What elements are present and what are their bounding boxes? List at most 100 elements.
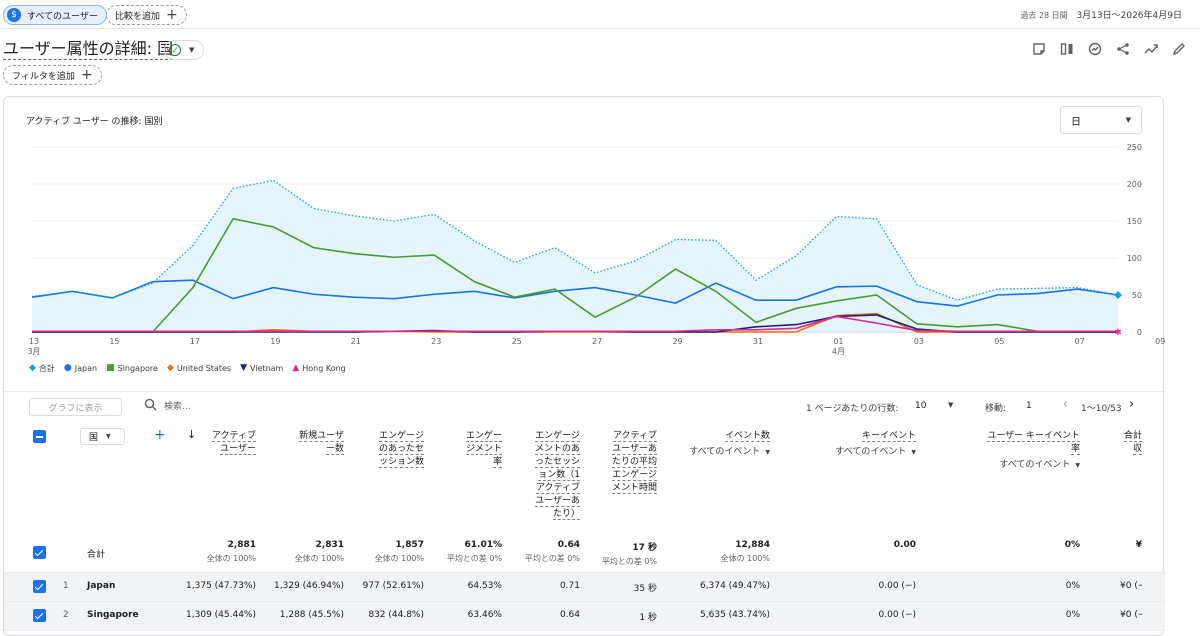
row-country-label[interactable]: Singapore xyxy=(87,610,139,620)
column-header-text: 率 xyxy=(1070,444,1080,455)
column-header[interactable]: キーイベント xyxy=(806,430,916,443)
column-header-text: ユーザー xyxy=(220,444,256,455)
date-range-picker[interactable]: 過去 28 日間 3月13日〜2026年4月9日 xyxy=(1020,8,1182,21)
page-title[interactable]: ユーザー属性の詳細: 国 xyxy=(3,39,174,60)
table-row[interactable] xyxy=(4,573,1165,601)
chart-title: アクティブ ユーザー の推移: 国別 xyxy=(26,117,163,127)
table-cell: 1 秒 xyxy=(639,613,657,623)
note-icon[interactable] xyxy=(1030,40,1048,58)
column-header-text: キーイベント xyxy=(861,431,916,442)
divider xyxy=(0,28,1200,29)
total-subvalue: 全体の 100% xyxy=(294,554,344,563)
compare-columns-icon[interactable] xyxy=(1058,40,1076,58)
total-value: 1,857 xyxy=(395,540,424,550)
series-line-hong-kong xyxy=(32,315,1118,333)
divider xyxy=(4,572,1165,573)
event-filter-dropdown[interactable]: すべてのイベント ▼ xyxy=(806,444,916,457)
check-circle-icon: ✓ xyxy=(169,44,181,56)
total-cell: 1,857 全体の 100% xyxy=(304,540,424,564)
caret-down-icon[interactable]: ▼ xyxy=(948,401,954,409)
legend-item[interactable]: ■ Singapore xyxy=(106,363,158,374)
select-all-checkbox[interactable] xyxy=(33,430,46,443)
chart-legend: ◆ 合計 ● Japan ■ Singapore ◆ United States ▼ Vietna… xyxy=(29,363,346,374)
column-header-text: メントのあ xyxy=(534,444,580,455)
row-checkbox[interactable] xyxy=(33,609,46,622)
row-country-label[interactable]: Japan xyxy=(87,581,116,591)
segment-chip[interactable]: $ すべてのユーザー xyxy=(3,5,107,25)
total-cell: 2,881 全体の 100% xyxy=(136,540,256,564)
rows-per-page-label: 1 ページあたりの行数: xyxy=(806,404,899,414)
legend-label: Hong Kong xyxy=(302,364,346,373)
total-subvalue: 全体の 100% xyxy=(206,554,256,563)
caret-down-icon: ▼ xyxy=(189,46,195,54)
caret-down-icon: ▼ xyxy=(1075,462,1080,469)
x-tick-label: 31 xyxy=(753,337,763,346)
column-header[interactable]: エンゲージ のあったセ ッション数 xyxy=(314,430,424,469)
event-filter-dropdown[interactable]: すべてのイベント ▼ xyxy=(660,444,770,457)
add-dimension-button[interactable]: + xyxy=(154,427,166,443)
column-header-text: 合計収 xyxy=(1123,431,1142,455)
share-icon[interactable] xyxy=(1114,40,1132,58)
total-cell: 0% xyxy=(960,540,1080,550)
row-checkbox[interactable] xyxy=(33,546,46,559)
edit-pencil-icon[interactable] xyxy=(1170,40,1188,58)
legend-item[interactable]: ▲ Hong Kong xyxy=(292,363,345,374)
trend-icon[interactable] xyxy=(1142,40,1160,58)
add-filter-button[interactable]: フィルタを追加 + xyxy=(3,65,102,85)
column-header-text: ユーザーあ xyxy=(612,444,657,455)
plus-icon: + xyxy=(80,67,93,83)
column-header[interactable]: イベント数 xyxy=(660,430,770,443)
sort-down-arrow-icon[interactable]: ↓ xyxy=(187,428,197,441)
column-header[interactable]: エンゲージ メントのあ ったセッシ ョン数（1 アクティブ ユーザーあ たり） xyxy=(470,430,580,521)
go-to-input[interactable]: 1 xyxy=(1026,401,1032,411)
column-header[interactable]: エンゲー ジメント率 xyxy=(392,430,502,469)
table-cell: ¥0 (− xyxy=(1120,581,1142,591)
y-tick-label: 100 xyxy=(1127,254,1142,263)
divider xyxy=(4,391,1165,392)
x-tick-label: 25 xyxy=(512,337,522,346)
column-header-text: ッション数 xyxy=(378,457,424,468)
x-tick-label: 19 xyxy=(270,337,280,346)
column-header[interactable]: アクティブ ユーザーあ たりの平均 エンゲージ メント時間 xyxy=(547,430,657,495)
plot-rows-button[interactable]: グラフに表示 xyxy=(29,398,122,416)
column-header-text: アクティブ xyxy=(612,431,657,442)
row-checkbox[interactable] xyxy=(33,580,46,593)
total-row-label: 合計 xyxy=(87,550,106,560)
column-header-text: エンゲージ xyxy=(379,431,424,442)
total-value: 2,831 xyxy=(315,540,344,550)
legend-marker-icon: ● xyxy=(63,363,72,373)
x-tick-label: 29 xyxy=(672,337,682,346)
column-header[interactable]: 合計収 xyxy=(1120,430,1142,456)
event-filter-dropdown[interactable]: すべてのイベント ▼ xyxy=(970,457,1080,470)
plus-icon: + xyxy=(166,7,178,23)
add-comparison-button[interactable]: 比較を追加 + xyxy=(106,5,187,25)
column-header[interactable]: ユーザー キーイベント率 xyxy=(970,430,1080,456)
table-cell: 1,375 (47.73%) xyxy=(186,581,256,591)
rows-per-page-select[interactable]: 10 xyxy=(915,401,927,411)
legend-label: Vietnam xyxy=(249,364,284,373)
column-header[interactable]: 新規ユーザ ー数 xyxy=(234,430,344,456)
legend-marker-icon: ■ xyxy=(106,363,115,373)
y-tick-label: 150 xyxy=(1127,217,1142,226)
granularity-dropdown[interactable]: 日 ▼ xyxy=(1060,106,1142,134)
legend-item[interactable]: ◆ United States xyxy=(167,363,231,374)
caret-down-icon: ▼ xyxy=(765,449,770,456)
divider xyxy=(4,630,1165,631)
dimension-select[interactable]: 国 ▼ xyxy=(80,428,125,445)
report-status-dropdown[interactable]: ✓ ▼ xyxy=(164,40,204,60)
divider xyxy=(4,601,1165,602)
legend-item[interactable]: ● Japan xyxy=(64,363,97,374)
row-number: 1 xyxy=(63,581,69,591)
legend-item[interactable]: ▼ Vietnam xyxy=(240,363,283,374)
chevron-left-icon[interactable]: ‹ xyxy=(1063,397,1069,412)
table-cell: 977 (52.61%) xyxy=(362,581,424,591)
total-cell: 12,884 全体の 100% xyxy=(650,540,770,564)
column-header[interactable]: アクティブ ユーザー xyxy=(146,430,256,456)
series-line-singapore xyxy=(32,217,1118,333)
insights-icon[interactable] xyxy=(1086,40,1104,58)
chevron-right-icon[interactable]: › xyxy=(1129,397,1135,412)
search-input[interactable] xyxy=(164,399,364,415)
legend-item[interactable]: ◆ 合計 xyxy=(29,363,55,374)
column-header-text: ユーザー キーイベント xyxy=(987,431,1080,442)
